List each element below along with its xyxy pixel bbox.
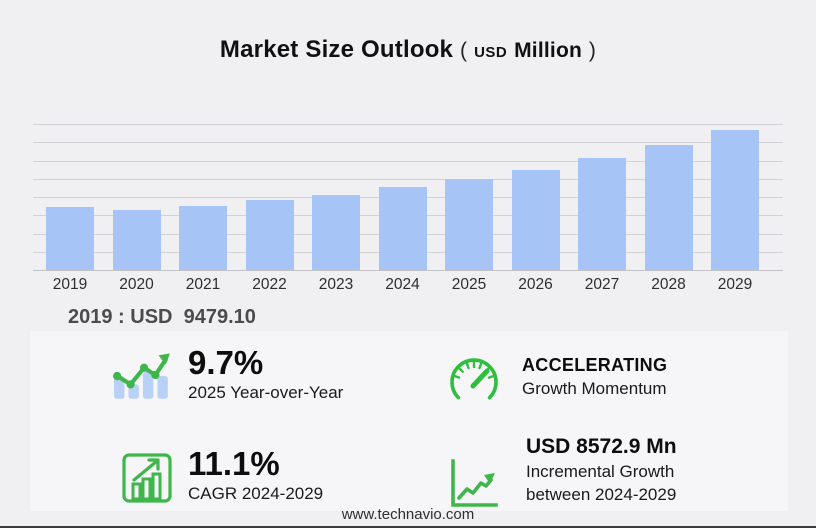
x-tick-2025: 2025 xyxy=(451,276,487,293)
footer-url: www.technavio.com xyxy=(341,506,475,523)
growth-bars-icon xyxy=(120,450,178,509)
stats-panel: 9.7% 2025 Year-over-Year xyxy=(30,331,788,511)
bottom-edge-strip xyxy=(0,526,816,528)
bar-2027 xyxy=(578,158,626,270)
stat-momentum: ACCELERATING Growth Momentum xyxy=(448,353,667,408)
chart-title-main: Market Size Outlook xyxy=(219,36,454,63)
stat-yoy-label: 2025 Year-over-Year xyxy=(188,383,344,402)
axes-trend-icon xyxy=(448,458,498,515)
title-paren-open: ( xyxy=(459,39,468,62)
x-tick-2023: 2023 xyxy=(318,276,354,293)
stat-momentum-value: ACCELERATING xyxy=(522,355,668,375)
gridline xyxy=(33,142,783,144)
stat-yoy: 9.7% 2025 Year-over-Year xyxy=(112,345,343,408)
bar-2020 xyxy=(112,209,161,270)
stat-cagr-value: 11.1% xyxy=(188,445,280,482)
title-unit-scale: Million xyxy=(514,39,582,62)
x-axis-line xyxy=(33,270,783,271)
gridline xyxy=(33,178,783,180)
x-tick-2029: 2029 xyxy=(717,276,753,293)
stat-yoy-value: 9.7% xyxy=(188,344,264,381)
bar-2023 xyxy=(312,194,360,270)
gridline xyxy=(33,160,783,162)
x-tick-2022: 2022 xyxy=(252,276,287,293)
title-paren-close: ) xyxy=(588,39,597,62)
title-unit-currency: USD xyxy=(474,44,508,61)
bar-2022 xyxy=(245,199,294,270)
stat-cagr: 11.1% CAGR 2024-2029 xyxy=(120,446,323,509)
bar-2024 xyxy=(378,187,427,270)
bar-2026 xyxy=(511,169,560,270)
bar-2028 xyxy=(644,145,693,270)
chart-title: Market Size Outlook ( USD Million ) xyxy=(0,36,816,64)
stat-incremental: USD 8572.9 Mn Incremental Growth between… xyxy=(448,434,677,515)
stat-incremental-value: USD 8572.9 Mn xyxy=(526,435,677,458)
x-tick-2021: 2021 xyxy=(185,276,221,293)
x-tick-2027: 2027 xyxy=(584,276,620,293)
x-tick-2028: 2028 xyxy=(651,276,686,293)
gridline xyxy=(33,124,783,125)
bar-plot xyxy=(33,124,783,271)
x-tick-2026: 2026 xyxy=(518,276,553,293)
bar-trend-icon xyxy=(112,345,174,408)
bar-2025 xyxy=(445,179,493,270)
base-year-value: 2019 : USD 9479.10 xyxy=(68,306,256,328)
bar-2019 xyxy=(46,206,94,270)
stat-momentum-label: Growth Momentum xyxy=(522,379,667,398)
x-axis-labels: 2019 2020 2021 2022 2023 2024 2025 2026 2027 2028… xyxy=(33,276,783,298)
bar-2029 xyxy=(711,129,759,270)
x-tick-2020: 2020 xyxy=(119,276,154,293)
x-tick-2019: 2019 xyxy=(52,276,88,293)
stat-incremental-label-line1: Incremental Growth xyxy=(526,462,675,481)
bar-2021 xyxy=(179,205,227,270)
gauge-icon xyxy=(448,355,500,408)
x-tick-2024: 2024 xyxy=(385,276,420,293)
stat-incremental-label-line2: between 2024-2029 xyxy=(526,485,677,504)
stat-cagr-label: CAGR 2024-2029 xyxy=(188,484,324,503)
